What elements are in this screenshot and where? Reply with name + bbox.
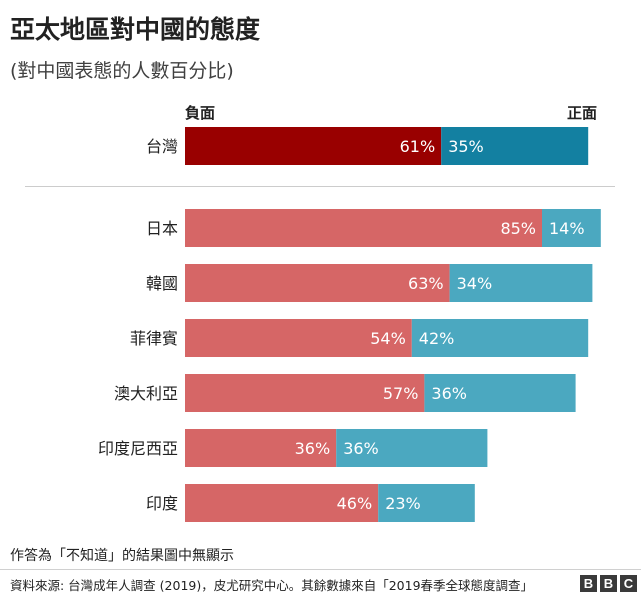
data-label-negative: 36%: [295, 439, 331, 458]
data-label-negative: 57%: [383, 384, 419, 403]
data-label-negative: 63%: [408, 274, 444, 293]
bar-negative: [185, 319, 412, 357]
bar-positive: [378, 484, 475, 522]
bbc-logo: B B C: [580, 575, 637, 592]
data-label-positive: 34%: [457, 274, 493, 293]
data-label-negative: 85%: [500, 219, 536, 238]
data-label-positive: 14%: [549, 219, 585, 238]
category-label: 菲律賓: [130, 329, 178, 348]
category-label: 印度: [146, 494, 178, 513]
bar-positive: [336, 429, 488, 467]
bar-positive: [411, 319, 589, 357]
bar-positive: [441, 127, 589, 165]
bbc-logo-letter: B: [600, 575, 617, 592]
data-label-positive: 23%: [385, 494, 421, 513]
bar-negative: [185, 429, 337, 467]
category-label: 印度尼西亞: [98, 439, 178, 458]
bar-negative: [185, 127, 442, 165]
footer-divider: [0, 569, 641, 570]
bar-positive: [449, 264, 593, 302]
bbc-logo-letter: B: [580, 575, 597, 592]
bar-negative: [185, 209, 542, 247]
data-label-negative: 54%: [370, 329, 406, 348]
category-label: 澳大利亞: [114, 384, 178, 403]
category-label: 台灣: [146, 137, 178, 156]
category-label: 韓國: [146, 274, 178, 293]
axis-label-positive: 正面: [567, 104, 597, 122]
bbc-logo-letter: C: [620, 575, 637, 592]
data-label-negative: 61%: [400, 137, 436, 156]
chart-title: 亞太地區對中國的態度: [10, 15, 261, 44]
data-label-positive: 42%: [419, 329, 455, 348]
data-label-negative: 46%: [337, 494, 373, 513]
data-label-positive: 36%: [431, 384, 467, 403]
chart-note: 作答為「不知道」的結果圖中無顯示: [10, 548, 234, 564]
axis-label-negative: 負面: [185, 104, 215, 122]
data-label-positive: 36%: [343, 439, 379, 458]
bar-positive: [424, 374, 576, 412]
category-label: 日本: [146, 219, 178, 238]
source-credit: 資料來源: 台灣成年人調查 (2019)，皮尤研究中心。其餘數據來自「2019春…: [10, 578, 534, 593]
bar-negative: [185, 374, 425, 412]
data-label-positive: 35%: [448, 137, 484, 156]
chart-subtitle: (對中國表態的人數百分比): [10, 60, 234, 82]
bar-negative: [185, 484, 379, 522]
bar-positive: [542, 209, 601, 247]
bar-negative: [185, 264, 450, 302]
